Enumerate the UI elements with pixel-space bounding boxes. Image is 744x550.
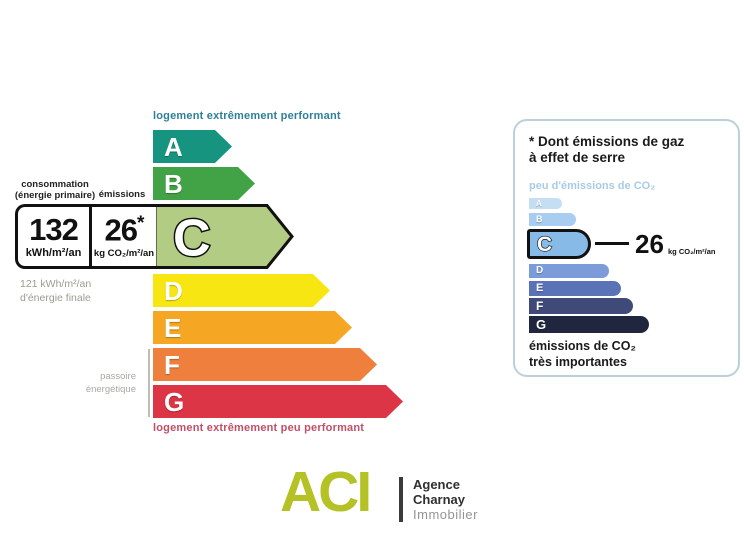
co2-class-bar-a: A: [529, 198, 562, 209]
energy-class-arrow-f: F: [153, 348, 377, 381]
energy-class-arrow-d: D: [153, 274, 330, 307]
energy-class-letter: C: [173, 210, 211, 268]
logo-divider: [399, 477, 403, 522]
co2-class-bar-f: F: [529, 298, 633, 314]
co2-class-bar-d: D: [529, 264, 609, 278]
passoire-bracket-line: [148, 349, 150, 417]
final-energy-line2: d'énergie finale: [20, 291, 91, 304]
co2-high-label: émissions de CO₂ très importantes: [529, 339, 636, 370]
co2-class-bar-e: E: [529, 281, 621, 296]
consumption-value-box: 132 kWh/m²/an 26* kg CO₂/m²/an: [15, 204, 156, 269]
co2-low-label: peu d'émissions de CO₂: [529, 180, 656, 192]
energy-value-cell: 132 kWh/m²/an: [18, 207, 92, 266]
energy-class-arrow-a: A: [153, 130, 232, 163]
co2-high-label-line1: émissions de CO₂: [529, 339, 636, 353]
co2-panel-title: * Dont émissions de gaz à effet de serre: [529, 134, 684, 166]
energy-unit: kWh/m²/an: [25, 247, 82, 259]
co2-callout-line: [595, 242, 629, 245]
co2-value-cell: 26* kg CO₂/m²/an: [92, 207, 156, 266]
co2-panel-value-unit: kg CO₂/m²/an: [668, 247, 716, 256]
energy-scale-bottom-label: logement extrêmement peu performant: [153, 422, 365, 434]
co2-class-letter: B: [536, 214, 543, 224]
energy-class-arrow-c: C: [153, 204, 294, 269]
co2-class-letter: D: [536, 265, 544, 276]
energy-scale-top-label: logement extrêmement performant: [153, 110, 341, 122]
passoire-label: passoire énergétique: [56, 370, 136, 397]
co2-class-letter: C: [536, 232, 553, 256]
logo-text-line2: Charnay: [413, 492, 466, 507]
co2-panel-title-line1: * Dont émissions de gaz: [529, 134, 685, 149]
energy-class-letter: D: [164, 275, 183, 306]
co2-class-letter: G: [536, 317, 547, 332]
co2-class-letter: F: [536, 299, 544, 313]
energy-value: 132: [29, 212, 79, 247]
co2-high-label-line2: très importantes: [529, 354, 627, 369]
co2-class-bar-c: C: [527, 229, 591, 259]
energy-class-letter: B: [164, 168, 183, 199]
co2-class-letter: A: [536, 198, 542, 208]
co2-panel-value: 26: [635, 229, 664, 259]
co2-value-asterisk: *: [137, 213, 144, 235]
final-energy-note: 121 kWh/m²/an d'énergie finale: [20, 278, 91, 305]
energy-class-arrow-b: B: [153, 167, 255, 200]
energy-class-letter: F: [164, 349, 180, 380]
passoire-label-line1: passoire: [100, 371, 136, 382]
passoire-label-line2: énergétique: [85, 384, 136, 396]
co2-value: 26*: [104, 212, 145, 248]
final-energy-line1: 121 kWh/m²/an: [20, 278, 92, 290]
co2-class-letter: E: [536, 282, 544, 294]
consumption-header-line1: consommation: [21, 179, 89, 190]
co2-unit: kg CO₂/m²/an: [93, 247, 155, 259]
energy-class-arrow-e: E: [153, 311, 352, 344]
co2-emissions-panel: * Dont émissions de gaz à effet de serre…: [513, 119, 740, 377]
co2-panel-title-line2: à effet de serre: [529, 150, 626, 166]
energy-class-letter: E: [164, 312, 182, 343]
energy-class-letter: G: [164, 386, 185, 417]
logo-text-line3: Immobilier: [413, 507, 478, 522]
logo-text-line1: Agence: [413, 477, 460, 492]
agency-logo-acronym: ACI: [280, 460, 372, 524]
consumption-header: consommation (énergie primaire): [8, 179, 102, 202]
energy-class-letter: A: [164, 131, 183, 162]
consumption-header-line2: (énergie primaire): [14, 189, 96, 201]
co2-class-bar-b: B: [529, 213, 576, 226]
energy-class-arrow-g: G: [153, 385, 403, 418]
co2-class-bar-g: G: [529, 316, 649, 333]
emissions-header: émissions: [98, 189, 146, 200]
co2-value-number: 26: [104, 212, 138, 248]
